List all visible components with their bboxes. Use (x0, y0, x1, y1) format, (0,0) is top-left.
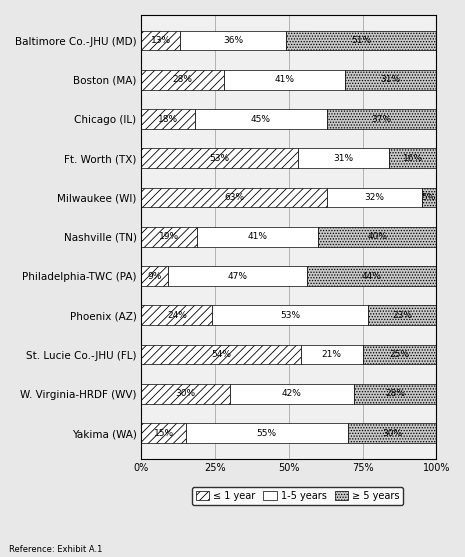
Bar (141, 384, 230, 404)
Bar (141, 149, 298, 168)
Bar (348, 423, 436, 443)
Text: 41%: 41% (248, 232, 268, 241)
Text: 31%: 31% (380, 75, 401, 84)
Bar (141, 305, 212, 325)
Text: 47%: 47% (227, 271, 247, 281)
Bar (186, 423, 348, 443)
Text: 63%: 63% (224, 193, 245, 202)
Bar (319, 227, 436, 247)
Text: 30%: 30% (176, 389, 196, 398)
Text: 9%: 9% (147, 271, 162, 281)
Text: 42%: 42% (282, 389, 302, 398)
Text: 31%: 31% (333, 154, 353, 163)
Bar (141, 188, 327, 207)
Text: 24%: 24% (167, 311, 187, 320)
Bar (141, 31, 180, 50)
Bar (327, 109, 436, 129)
Text: 16%: 16% (403, 154, 423, 163)
Bar (368, 305, 436, 325)
Text: 18%: 18% (158, 115, 178, 124)
Bar (298, 149, 389, 168)
Text: 5%: 5% (422, 193, 436, 202)
Text: 19%: 19% (159, 232, 179, 241)
Bar (286, 31, 436, 50)
Bar (212, 305, 368, 325)
Bar (230, 384, 354, 404)
Bar (224, 70, 345, 90)
Text: 30%: 30% (382, 428, 402, 438)
Bar (301, 345, 363, 364)
Text: 21%: 21% (322, 350, 342, 359)
Bar (345, 70, 436, 90)
Bar (198, 227, 319, 247)
Text: 28%: 28% (385, 389, 405, 398)
Text: 28%: 28% (173, 75, 193, 84)
Bar (141, 70, 224, 90)
Bar (180, 31, 286, 50)
Bar (389, 149, 436, 168)
Bar (141, 266, 168, 286)
Text: 23%: 23% (392, 311, 412, 320)
Bar (194, 109, 327, 129)
Bar (141, 227, 198, 247)
Text: 41%: 41% (274, 75, 294, 84)
Text: 45%: 45% (251, 115, 271, 124)
Bar (141, 423, 186, 443)
Text: 44%: 44% (361, 271, 381, 281)
Text: 55%: 55% (257, 428, 277, 438)
Legend: ≤ 1 year, 1-5 years, ≥ 5 years: ≤ 1 year, 1-5 years, ≥ 5 years (192, 487, 404, 505)
Text: 54%: 54% (211, 350, 231, 359)
Text: 51%: 51% (351, 36, 371, 45)
Text: 25%: 25% (389, 350, 409, 359)
Text: 40%: 40% (367, 232, 387, 241)
Text: 53%: 53% (280, 311, 300, 320)
Text: 15%: 15% (153, 428, 173, 438)
Bar (306, 266, 436, 286)
Bar (327, 188, 421, 207)
Bar (363, 345, 436, 364)
Bar (141, 345, 301, 364)
Bar (168, 266, 306, 286)
Bar (141, 109, 194, 129)
Text: 53%: 53% (210, 154, 230, 163)
Text: 13%: 13% (151, 36, 171, 45)
Text: 37%: 37% (372, 115, 392, 124)
Text: 32%: 32% (365, 193, 385, 202)
Bar (354, 384, 436, 404)
Bar (421, 188, 436, 207)
Text: Reference: Exhibit A.1: Reference: Exhibit A.1 (9, 545, 103, 554)
Text: 36%: 36% (223, 36, 243, 45)
